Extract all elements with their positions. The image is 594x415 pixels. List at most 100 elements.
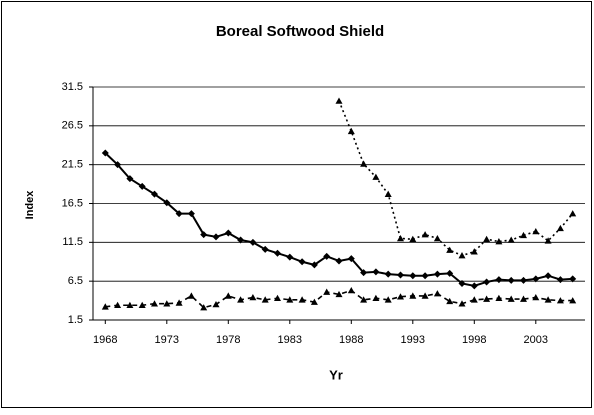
data-point: [507, 276, 515, 284]
data-point: [261, 296, 269, 303]
data-point: [163, 199, 171, 207]
data-point: [200, 304, 208, 311]
data-point: [507, 295, 515, 302]
data-point: [569, 275, 577, 283]
data-point: [470, 248, 478, 255]
data-point: [446, 246, 454, 253]
x-tick-label: 1978: [216, 334, 240, 346]
data-point: [274, 249, 281, 257]
data-point: [409, 272, 417, 280]
data-point: [138, 182, 146, 190]
data-point: [347, 255, 355, 263]
data-point: [249, 238, 257, 246]
data-point: [360, 160, 368, 167]
data-point: [163, 300, 171, 307]
data-point: [286, 253, 294, 261]
data-point: [483, 278, 491, 286]
data-point: [384, 296, 392, 303]
data-point: [520, 231, 527, 239]
data-point: [101, 303, 109, 310]
data-point: [224, 229, 232, 237]
data-point: [544, 237, 552, 244]
y-tick-label: 16.5: [62, 197, 83, 209]
x-tick-label: 1983: [278, 334, 302, 346]
x-tick-label: 1968: [93, 334, 117, 346]
data-point: [544, 272, 552, 280]
data-point: [372, 268, 380, 276]
data-point: [556, 276, 564, 284]
data-point: [335, 257, 343, 265]
x-tick-label: 1993: [401, 334, 425, 346]
data-point: [298, 258, 306, 266]
data-point: [458, 252, 466, 259]
data-point: [335, 290, 343, 298]
data-point: [151, 300, 158, 307]
data-point: [323, 252, 331, 260]
data-point: [175, 210, 183, 218]
data-point: [470, 282, 478, 290]
x-tick-label: 2003: [524, 334, 548, 346]
data-point: [151, 190, 158, 198]
data-point: [532, 227, 540, 235]
data-point: [446, 297, 454, 305]
x-axis-label: Yr: [329, 367, 343, 382]
data-point: [433, 234, 441, 242]
data-point: [212, 300, 220, 308]
data-point: [483, 235, 491, 243]
data-point: [397, 234, 404, 242]
data-point: [421, 272, 429, 280]
data-point: [458, 300, 466, 307]
data-point: [187, 292, 195, 299]
data-point: [397, 293, 404, 300]
y-tick-label: 11.5: [62, 236, 83, 248]
data-point: [520, 276, 527, 284]
data-point: [360, 269, 368, 277]
data-point: [126, 175, 134, 183]
data-point: [421, 231, 429, 238]
chart-frame: [1, 1, 592, 408]
data-point: [335, 97, 343, 104]
data-point: [237, 236, 245, 244]
data-point: [520, 295, 527, 302]
data-point: [532, 275, 540, 283]
data-point: [495, 238, 503, 245]
data-point: [569, 210, 577, 217]
data-point: [101, 149, 109, 157]
y-tick-label: 26.5: [62, 120, 83, 132]
chart-title: Boreal Softwood Shield: [216, 23, 384, 40]
x-tick-label: 1988: [339, 334, 363, 346]
data-point: [249, 293, 257, 301]
data-point: [347, 286, 355, 294]
x-tick-label: 1973: [155, 334, 179, 346]
data-point: [495, 276, 503, 284]
x-tick-label: 1998: [462, 334, 486, 346]
data-point: [237, 296, 245, 303]
data-point: [310, 261, 318, 269]
data-point: [310, 298, 318, 305]
data-point: [483, 295, 491, 302]
data-point: [187, 210, 195, 218]
data-point: [286, 296, 294, 303]
data-point: [200, 231, 208, 239]
data-point: [175, 299, 183, 306]
data-point: [372, 173, 380, 180]
y-tick-label: 21.5: [62, 159, 83, 171]
data-point: [556, 224, 564, 232]
data-point: [397, 271, 404, 279]
data-point: [138, 301, 146, 309]
y-tick-label: 6.5: [68, 275, 83, 287]
data-point: [212, 233, 220, 241]
data-point: [384, 270, 392, 278]
data-point: [433, 270, 441, 278]
data-point: [409, 235, 417, 243]
data-point: [372, 294, 380, 302]
data-point: [556, 297, 564, 304]
data-point: [532, 293, 540, 301]
data-point: [569, 297, 577, 304]
y-tick-label: 31.5: [62, 81, 83, 93]
data-point: [384, 190, 392, 197]
data-point: [446, 269, 454, 277]
data-point: [114, 301, 122, 309]
data-point: [126, 301, 134, 309]
